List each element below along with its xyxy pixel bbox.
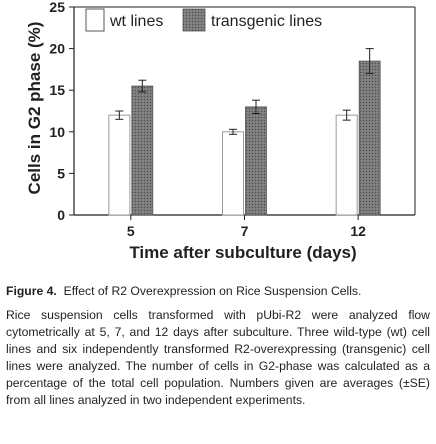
y-tick-label: 0 [57, 207, 65, 223]
bar-wt-lines [222, 131, 244, 216]
bar-wt-lines [108, 114, 131, 216]
figure-title: Effect of R2 Overexpression on Rice Susp… [63, 284, 362, 298]
x-tick-label: 5 [127, 223, 135, 239]
legend-label-transgenic-lines: transgenic lines [211, 13, 322, 30]
y-tick-label: 5 [57, 165, 65, 181]
legend-swatch-wt-lines [85, 8, 105, 32]
y-axis-label: Cells in G2 phase (%) [25, 22, 44, 195]
axes: 0 5 10 15 20 25 5 7 12 [49, 0, 416, 239]
y-tick-label: 20 [49, 41, 65, 57]
figure-caption-body: Rice suspension cells transformed with p… [6, 308, 430, 407]
bar-transgenic-lines [358, 60, 381, 216]
x-tick-label: 12 [350, 223, 366, 239]
y-tick-label: 25 [49, 0, 65, 15]
figure-caption-title: Figure 4. Effect of R2 Overexpression on… [6, 284, 430, 299]
y-tick-label: 15 [49, 82, 65, 98]
y-tick-label: 10 [49, 124, 65, 140]
bars [108, 48, 381, 216]
bar-wt-lines [335, 114, 358, 216]
x-tick-label: 7 [241, 223, 249, 239]
legend-swatch-transgenic-lines [182, 8, 206, 32]
bar-transgenic-lines [131, 85, 154, 216]
figure-label: Figure 4. [6, 284, 57, 298]
x-axis-label: Time after subculture (days) [129, 243, 356, 262]
legend: wt lines transgenic lines [85, 8, 322, 32]
legend-label-wt-lines: wt lines [109, 13, 163, 30]
bar-transgenic-lines [245, 106, 267, 216]
